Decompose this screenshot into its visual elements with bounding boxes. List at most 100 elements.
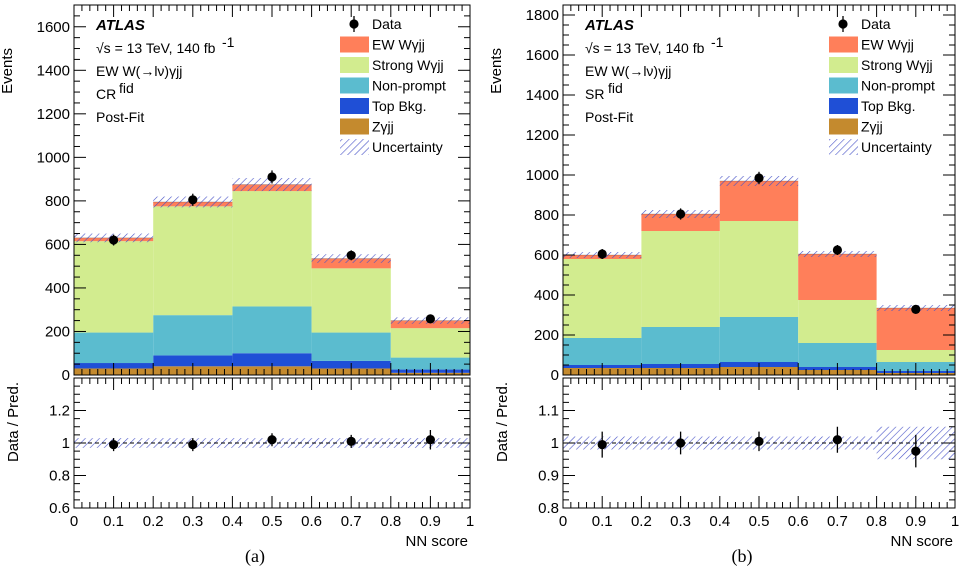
legend-label-1: Top Bkg.	[372, 98, 426, 114]
data-point-3	[832, 245, 843, 255]
data-point-0	[597, 249, 607, 259]
ratio-y-tick-label-0: 0.8	[538, 500, 559, 517]
ratio-y-tick-label-2: 1	[62, 435, 70, 452]
legend-label-0: Zγjj	[861, 119, 883, 135]
legend-swatch-3	[829, 57, 858, 73]
data-point-2	[754, 173, 764, 183]
ratio-y-tick-label-2: 1	[551, 435, 559, 452]
lumi-exponent: -1	[222, 34, 235, 50]
atlas-label: ATLAS	[584, 17, 634, 34]
bar-4-2	[719, 181, 799, 221]
energy-label: √s = 13 TeV, 140 fb	[585, 40, 705, 56]
x-tick-label-5: 0.5	[262, 513, 283, 530]
x-tick-label-6: 0.6	[788, 513, 809, 530]
bar-2-0	[563, 338, 642, 365]
legend-label-0: Zγjj	[372, 119, 394, 135]
legend-label-data: Data	[372, 16, 402, 32]
legend-swatch-uncertainty	[829, 139, 858, 155]
ratio-point-0	[597, 440, 607, 450]
legend-label-uncertainty: Uncertainty	[372, 139, 443, 155]
legend-swatch-uncertainty	[340, 139, 369, 155]
y-tick-label-5: 1000	[37, 149, 70, 166]
x-tick-label-4: 0.4	[709, 513, 730, 530]
panel-a: 0 200 400 600 800 1000 1200 1400 1600 0 0.1 0.2 0.3 0…	[0, 4, 474, 567]
ratio-y-tick-label-1: 0.8	[49, 468, 70, 485]
x-tick-label-2: 0.2	[631, 513, 652, 530]
x-tick-label-9: 0.9	[905, 513, 926, 530]
legend-swatch-0	[829, 118, 858, 135]
ratio-point-3	[346, 436, 356, 446]
ratio-y-axis-label: Data / Pred.	[5, 382, 22, 462]
x-axis-label: NN score	[405, 533, 468, 550]
legend-label-4: EW Wγjj	[372, 37, 425, 53]
legend-label-3: Strong Wγjj	[372, 57, 444, 73]
y-tick-label-3: 600	[534, 247, 559, 264]
y-tick-label-9: 1800	[526, 7, 559, 24]
y-axis-label: Events	[0, 48, 16, 94]
ratio-point-0	[109, 440, 119, 450]
legend-swatch-1	[340, 98, 369, 114]
ratio-y-axis-label: Data / Pred.	[494, 382, 511, 462]
ratio-point-1	[188, 440, 198, 450]
legend-swatch-2	[829, 77, 858, 94]
x-axis-label: NN score	[890, 533, 953, 550]
y-tick-label-4: 800	[45, 193, 70, 210]
y-tick-label-1: 200	[534, 327, 559, 344]
legend-swatch-4	[829, 36, 858, 53]
bar-2-3	[311, 332, 391, 361]
y-tick-label-6: 1200	[526, 127, 559, 144]
y-tick-label-5: 1000	[526, 167, 559, 184]
ratio-point-1	[676, 438, 686, 448]
bar-2-1	[641, 327, 720, 364]
legend-label-3: Strong Wγjj	[861, 57, 933, 73]
x-tick-label-3: 0.3	[670, 513, 691, 530]
bar-2-0	[74, 332, 154, 364]
legend-swatch-0	[340, 118, 369, 135]
x-tick-label-7: 0.7	[341, 513, 362, 530]
x-tick-label-2: 0.2	[143, 513, 164, 530]
y-tick-label-0: 0	[551, 367, 559, 384]
bar-2-2	[232, 306, 312, 354]
y-tick-label-2: 400	[45, 280, 70, 297]
bar-3-0	[563, 259, 642, 338]
y-tick-label-2: 400	[534, 287, 559, 304]
ratio-y-tick-label-3: 1.2	[49, 403, 70, 420]
bar-1-2	[232, 353, 312, 367]
bar-3-4	[876, 350, 955, 362]
process-label: EW W(→lν)γjj	[96, 63, 182, 79]
x-tick-label-8: 0.8	[866, 513, 887, 530]
bar-3-1	[641, 231, 720, 327]
bar-4-1	[641, 214, 720, 231]
data-point-4	[425, 314, 435, 324]
ratio-point-2	[267, 435, 277, 445]
bar-2-1	[153, 315, 233, 356]
x-tick-label-1: 0.1	[103, 513, 124, 530]
bar-3-4	[390, 328, 470, 358]
data-point-3	[346, 250, 356, 260]
ratio-point-4	[425, 435, 435, 445]
x-tick-label-10: 1	[951, 513, 959, 530]
y-tick-label-0: 0	[62, 367, 70, 384]
panel-caption: (b)	[732, 546, 753, 567]
legend-label-4: EW Wγjj	[861, 37, 914, 53]
process-label: EW W(→lν)γjj	[585, 63, 671, 79]
bar-3-1	[153, 206, 233, 316]
lumi-exponent: -1	[711, 34, 724, 50]
x-tick-label-5: 0.5	[749, 513, 770, 530]
data-point-0	[109, 235, 119, 245]
ratio-point-3	[832, 435, 843, 445]
x-tick-label-0: 0	[559, 513, 567, 530]
legend-label-uncertainty: Uncertainty	[861, 139, 932, 155]
x-tick-label-8: 0.8	[380, 513, 401, 530]
y-tick-label-1: 200	[45, 323, 70, 340]
bar-3-3	[311, 268, 391, 333]
region-label: CR	[96, 86, 116, 102]
ratio-point-2	[754, 436, 764, 446]
bar-3-2	[232, 191, 312, 307]
region-superscript: fid	[119, 80, 134, 96]
uncertainty-band-2	[232, 178, 312, 192]
legend-swatch-2	[340, 77, 369, 94]
data-point-1	[188, 195, 198, 205]
bar-4-4	[876, 308, 955, 350]
